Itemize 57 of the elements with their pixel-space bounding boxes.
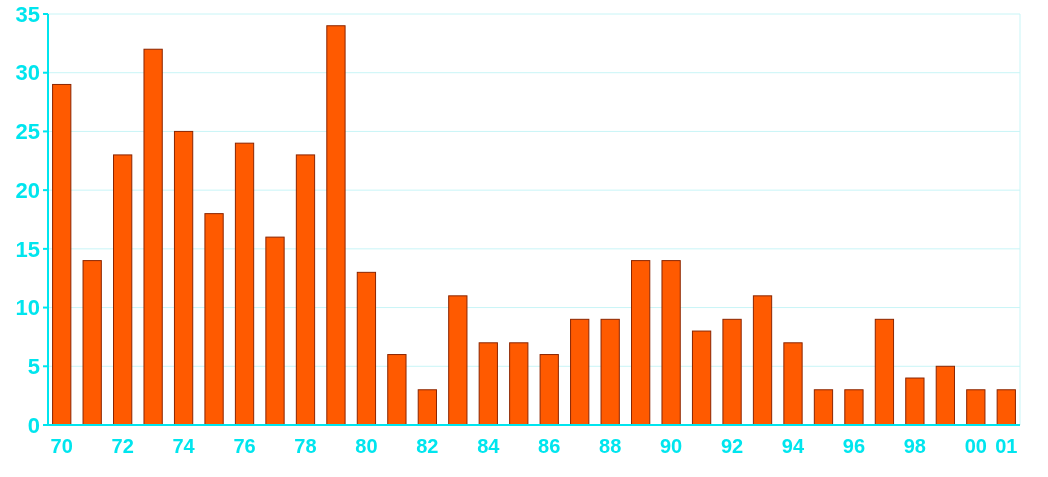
y-tick-label: 0 bbox=[27, 412, 40, 438]
x-tick-label: 86 bbox=[538, 435, 561, 457]
bar bbox=[448, 295, 468, 426]
bar bbox=[661, 260, 681, 426]
x-tick-label: 92 bbox=[720, 435, 744, 457]
bar bbox=[113, 154, 133, 426]
bar bbox=[173, 130, 194, 426]
bar bbox=[813, 389, 834, 426]
x-tick-label: 90 bbox=[659, 435, 683, 457]
bar bbox=[234, 142, 255, 426]
y-tick-label: 35 bbox=[15, 1, 40, 27]
x-tick-label: 74 bbox=[172, 435, 196, 457]
bar bbox=[722, 318, 742, 426]
bar bbox=[691, 330, 712, 426]
x-tick-label: 88 bbox=[599, 435, 622, 457]
x-tick-label: 78 bbox=[294, 435, 317, 457]
x-tick-label: 76 bbox=[233, 435, 256, 457]
y-tick-label: 25 bbox=[15, 119, 40, 145]
bar bbox=[82, 260, 102, 426]
y-tick-label: 10 bbox=[15, 295, 40, 321]
bar bbox=[295, 154, 316, 426]
y-tick-label: 5 bbox=[27, 353, 40, 379]
bar bbox=[935, 365, 955, 426]
bar bbox=[752, 295, 773, 426]
x-tick-label: 98 bbox=[903, 435, 926, 457]
y-tick-label: 30 bbox=[15, 60, 40, 86]
bar bbox=[417, 389, 437, 426]
bar bbox=[996, 389, 1016, 426]
bar bbox=[570, 318, 590, 426]
bar bbox=[204, 213, 224, 426]
x-tick-label: 72 bbox=[111, 435, 134, 457]
x-tick-label: 70 bbox=[50, 435, 73, 457]
bar bbox=[783, 342, 803, 426]
bar bbox=[539, 354, 559, 426]
bar bbox=[143, 48, 163, 426]
bar bbox=[52, 83, 72, 426]
bar bbox=[631, 260, 651, 426]
bar bbox=[844, 389, 864, 426]
bar bbox=[326, 25, 346, 426]
x-tick-label: 82 bbox=[416, 435, 439, 457]
bar bbox=[966, 389, 986, 426]
bar bbox=[874, 318, 895, 426]
bar bbox=[356, 271, 377, 426]
bar bbox=[387, 354, 407, 426]
bar bbox=[509, 342, 529, 426]
y-tick-label: 15 bbox=[15, 236, 40, 262]
bar bbox=[600, 318, 620, 426]
x-tick-label: 01 bbox=[995, 435, 1018, 457]
x-tick-label: 84 bbox=[477, 435, 501, 457]
x-tick-label: 00 bbox=[964, 435, 987, 457]
bar bbox=[905, 377, 925, 426]
x-tick-label: 94 bbox=[781, 435, 805, 457]
bar bbox=[478, 342, 498, 426]
x-tick-label: 96 bbox=[842, 435, 866, 457]
x-tick-label: 80 bbox=[355, 435, 378, 457]
y-tick-label: 20 bbox=[15, 177, 40, 203]
bar bbox=[265, 236, 285, 426]
